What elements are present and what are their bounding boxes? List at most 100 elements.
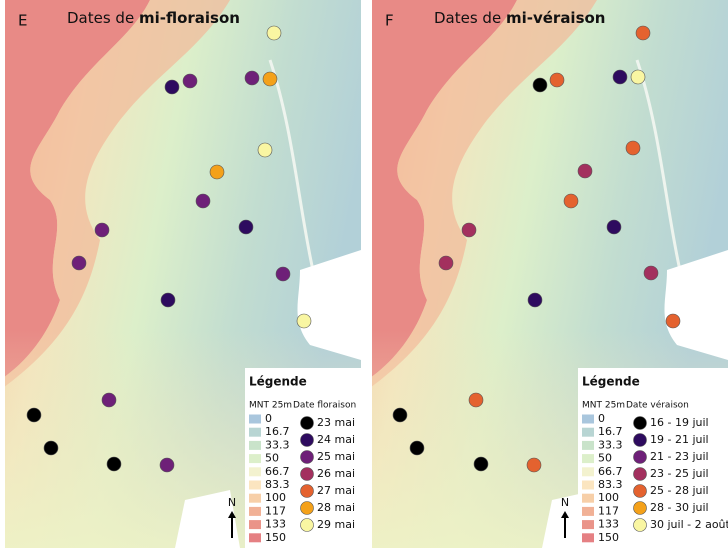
site-marker (666, 314, 680, 328)
site-marker (297, 314, 311, 328)
legend-marker (301, 468, 314, 481)
panel-letter: F (385, 12, 394, 30)
legend-date-class: 28 mai (317, 501, 355, 514)
legend-dem-class: 133 (265, 518, 286, 531)
north-label: N (228, 496, 236, 509)
legend-dem-class: 83.3 (265, 478, 290, 491)
legend-marker (301, 502, 314, 515)
legend-swatch (582, 494, 594, 503)
title-prefix: Dates de (67, 9, 134, 27)
legend-swatch (582, 454, 594, 463)
legend-date-class: 28 - 30 juil (650, 501, 709, 514)
legend-dem-class: 50 (598, 452, 612, 465)
legend-dem-class: 100 (265, 491, 286, 504)
legend-swatch (249, 533, 261, 542)
site-marker (527, 458, 541, 472)
page: EDates de mi-floraisonLégendeMNT 25mDate… (0, 0, 728, 548)
legend-dem-class: 16.7 (265, 425, 290, 438)
legend-swatch (582, 481, 594, 490)
legend-swatch (249, 454, 261, 463)
site-marker (578, 164, 592, 178)
site-marker (410, 441, 424, 455)
legend-marker (301, 417, 314, 430)
legend-dem-label: MNT 25m (249, 401, 292, 411)
legend-date-class: 19 - 21 juil (650, 433, 709, 446)
legend-date-label: Date floraison (293, 401, 356, 411)
legend-marker (301, 434, 314, 447)
north-label: N (561, 496, 569, 509)
legend-dem-class: 133 (598, 518, 619, 531)
site-marker (550, 73, 564, 87)
legend-dem-class: 117 (265, 504, 286, 517)
legend-dem-class: 33.3 (598, 438, 623, 451)
site-marker (607, 220, 621, 234)
site-marker (267, 26, 281, 40)
site-marker (263, 72, 277, 86)
legend-marker (634, 468, 647, 481)
legend-dem-class: 0 (598, 412, 605, 425)
legend-swatch (582, 415, 594, 424)
legend-swatch (582, 533, 594, 542)
legend-swatch (249, 467, 261, 476)
site-marker (393, 408, 407, 422)
legend-swatch (582, 507, 594, 516)
site-marker (107, 457, 121, 471)
legend-dem-class: 33.3 (265, 438, 290, 451)
legend-swatch (249, 494, 261, 503)
site-marker (245, 71, 259, 85)
legend-date-class: 25 mai (317, 450, 355, 463)
legend-dem-label: MNT 25m (582, 401, 625, 411)
legend-date-label: Date véraison (626, 400, 689, 411)
site-marker (160, 458, 174, 472)
legend-date-class: 29 mai (317, 518, 355, 531)
site-marker (276, 267, 290, 281)
legend-marker (301, 519, 314, 532)
legend-marker (634, 502, 647, 515)
legend-dem-class: 150 (598, 531, 619, 544)
site-marker (239, 220, 253, 234)
site-marker (613, 70, 627, 84)
site-marker (644, 266, 658, 280)
legend-date-class: 25 - 28 juil (650, 484, 709, 497)
site-marker (564, 194, 578, 208)
legend-title: Légende (582, 375, 640, 389)
legend-marker (634, 519, 647, 532)
legend-dem-class: 100 (598, 491, 619, 504)
legend-swatch (582, 467, 594, 476)
title-prefix: Dates de (434, 9, 501, 27)
site-marker (72, 256, 86, 270)
site-marker (258, 143, 272, 157)
legend-dem-class: 0 (265, 412, 272, 425)
panel-title: Dates de mi-floraison (67, 9, 240, 27)
legend-swatch (249, 441, 261, 450)
site-marker (631, 70, 645, 84)
legend-marker (634, 417, 647, 430)
legend-marker (634, 451, 647, 464)
site-marker (439, 256, 453, 270)
site-marker (102, 393, 116, 407)
panel-title: Dates de mi-véraison (434, 9, 606, 27)
legend-marker (634, 434, 647, 447)
legend-swatch (249, 520, 261, 529)
legend-dem-class: 117 (598, 504, 619, 517)
site-marker (95, 223, 109, 237)
legend-swatch (249, 507, 261, 516)
legend-title: Légende (249, 375, 307, 389)
legend-swatch (582, 441, 594, 450)
legend-swatch (249, 481, 261, 490)
legend-date-class: 23 - 25 juil (650, 467, 709, 480)
legend-date-class: 16 - 19 juil (650, 416, 709, 429)
site-marker (161, 293, 175, 307)
panel-letter: E (18, 12, 27, 30)
site-marker (636, 26, 650, 40)
site-marker (183, 74, 197, 88)
legend-date-class: 24 mai (317, 433, 355, 446)
legend-marker (634, 485, 647, 498)
site-marker (44, 441, 58, 455)
legend-dem-class: 50 (265, 452, 279, 465)
legend-date-class: 21 - 23 juil (650, 450, 709, 463)
legend-marker (301, 451, 314, 464)
legend-dem-class: 66.7 (265, 465, 290, 478)
